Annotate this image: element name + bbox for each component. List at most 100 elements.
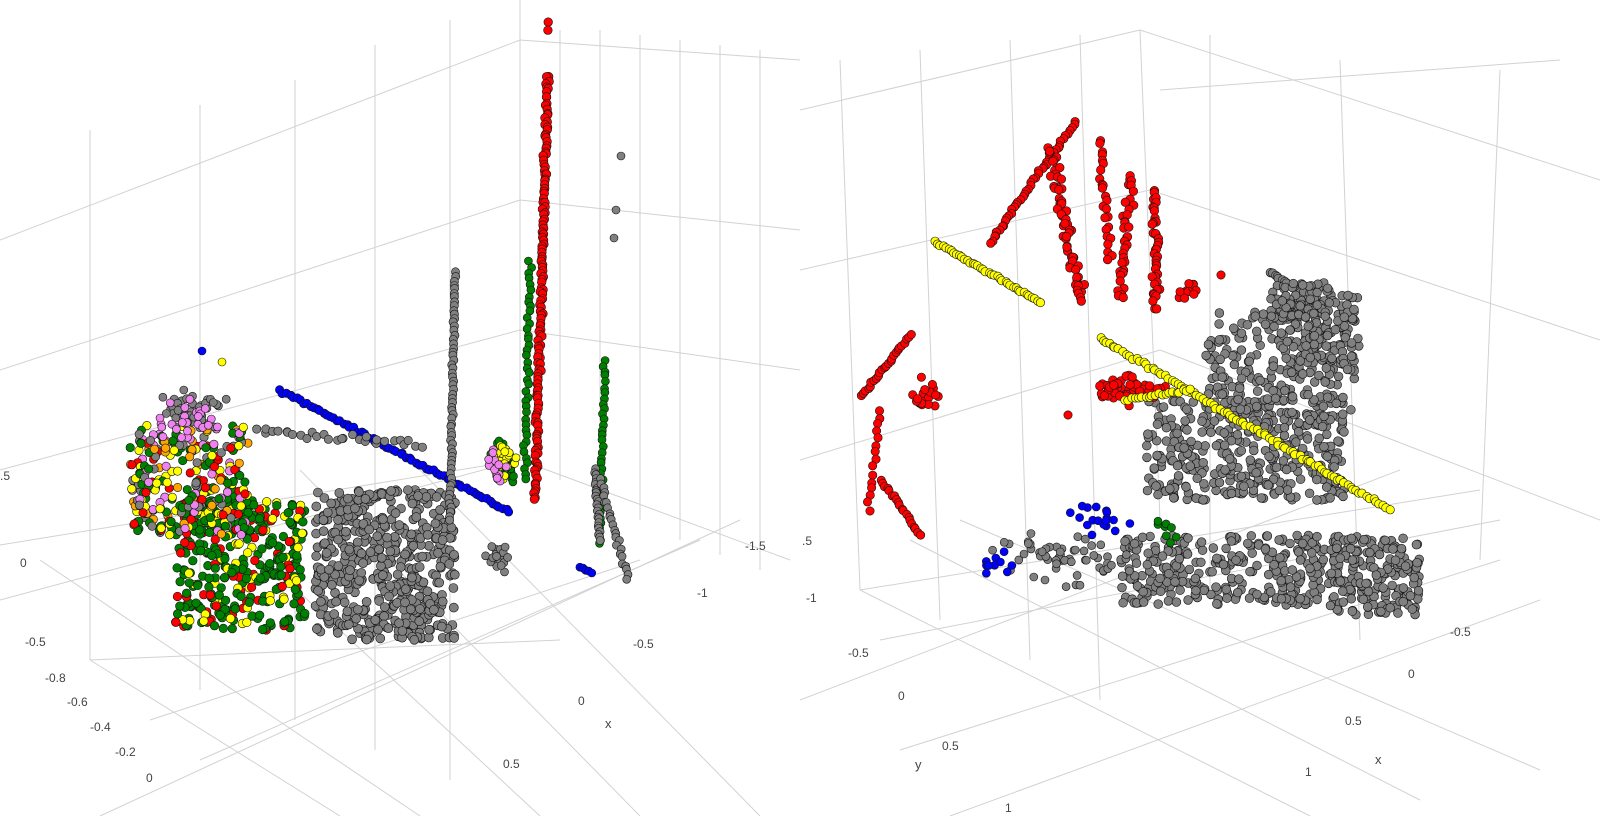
- data-point: [182, 485, 192, 495]
- data-point: [1099, 391, 1110, 401]
- data-point: [1304, 488, 1315, 498]
- data-point: [1185, 384, 1195, 394]
- data-point: [156, 523, 166, 533]
- data-point: [1087, 530, 1097, 540]
- data-point: [1387, 580, 1397, 591]
- x-tick: 1: [1305, 765, 1312, 779]
- data-point: [927, 379, 937, 389]
- data-point: [1073, 532, 1083, 542]
- data-point: [313, 487, 323, 498]
- data-point: [1180, 293, 1190, 303]
- data-point: [226, 513, 236, 523]
- data-point: [1153, 599, 1163, 609]
- scatter3d-right-panel[interactable]: -0.5 0 0.5 1 x -0.5 0 0.5 1 y -1 .5: [800, 0, 1600, 816]
- data-point: [1325, 600, 1336, 611]
- y-tick: 0: [898, 689, 905, 703]
- data-point: [1303, 390, 1313, 400]
- data-point: [204, 582, 214, 592]
- data-point: [268, 538, 278, 548]
- data-point: [982, 568, 991, 578]
- data-point: [173, 466, 183, 476]
- data-point: [1292, 530, 1302, 541]
- data-point: [1319, 442, 1329, 452]
- data-point: [201, 404, 210, 413]
- data-point: [1324, 298, 1334, 308]
- data-point: [1115, 276, 1125, 286]
- data-point: [403, 485, 413, 495]
- data-point: [1215, 354, 1225, 365]
- data-point: [1231, 555, 1241, 565]
- data-point: [1326, 568, 1337, 578]
- marks-left: [125, 17, 633, 645]
- data-point: [1007, 561, 1017, 570]
- data-point: [1190, 573, 1201, 584]
- data-point: [406, 529, 417, 540]
- data-point: [1239, 481, 1249, 491]
- data-point: [1142, 441, 1152, 451]
- data-point: [210, 534, 220, 545]
- data-point: [488, 448, 498, 458]
- data-point: [344, 544, 355, 555]
- data-point: [875, 406, 885, 416]
- data-point: [276, 570, 286, 580]
- data-point: [1026, 529, 1036, 538]
- data-point: [522, 350, 531, 360]
- data-point: [1301, 312, 1311, 322]
- data-point: [379, 602, 390, 612]
- scatter3d-left-panel[interactable]: -1.5 -1 -0.5 0 0.5 x -0.8 -0.6 -0.4 -0.2…: [0, 0, 800, 816]
- data-point: [1077, 501, 1087, 511]
- data-point: [1075, 513, 1084, 522]
- data-point: [162, 477, 172, 487]
- data-point: [175, 577, 185, 587]
- data-point: [165, 398, 175, 408]
- data-point: [285, 517, 295, 527]
- data-point: [1052, 559, 1061, 569]
- z-tick: -0.5: [25, 635, 46, 649]
- data-point: [1174, 553, 1185, 564]
- data-point: [595, 536, 605, 545]
- data-point: [1398, 596, 1408, 607]
- data-point: [400, 584, 411, 595]
- data-point: [1110, 526, 1120, 536]
- data-point: [1226, 436, 1237, 446]
- data-point: [916, 372, 926, 382]
- data-point: [337, 434, 347, 444]
- data-point: [1199, 585, 1209, 596]
- data-point: [350, 503, 360, 514]
- data-point: [868, 470, 878, 480]
- x-tick: 0.5: [503, 757, 520, 771]
- data-point: [168, 436, 178, 446]
- data-point: [177, 433, 186, 442]
- data-point: [171, 413, 181, 423]
- data-point: [278, 552, 288, 562]
- data-point: [258, 525, 268, 535]
- data-point: [172, 424, 181, 434]
- data-point: [252, 424, 262, 434]
- data-point: [1087, 541, 1096, 550]
- data-point: [1197, 545, 1208, 555]
- data-point: [183, 426, 192, 436]
- scatter3d-left[interactable]: -1.5 -1 -0.5 0 0.5 x -0.8 -0.6 -0.4 -0.2…: [0, 0, 800, 816]
- data-point: [931, 390, 941, 400]
- scatter3d-right[interactable]: -0.5 0 0.5 1 x -0.5 0 0.5 1 y -1 .5: [800, 0, 1600, 816]
- data-point: [291, 576, 302, 586]
- data-point: [1276, 594, 1287, 604]
- data-point: [236, 591, 246, 602]
- data-point: [1305, 563, 1315, 574]
- data-point: [1019, 549, 1029, 559]
- data-point: [1346, 338, 1357, 348]
- data-point: [1281, 353, 1291, 363]
- data-point: [1252, 560, 1262, 571]
- data-point: [329, 609, 340, 619]
- data-point: [1322, 451, 1332, 462]
- data-point: [1161, 531, 1171, 541]
- data-point: [1252, 326, 1262, 336]
- data-point: [209, 462, 219, 472]
- data-point: [487, 542, 497, 551]
- data-point: [220, 572, 230, 583]
- data-point: [1330, 325, 1341, 335]
- data-point: [1325, 493, 1335, 503]
- data-point: [327, 579, 337, 590]
- data-point: [180, 523, 190, 533]
- data-point: [1164, 568, 1174, 579]
